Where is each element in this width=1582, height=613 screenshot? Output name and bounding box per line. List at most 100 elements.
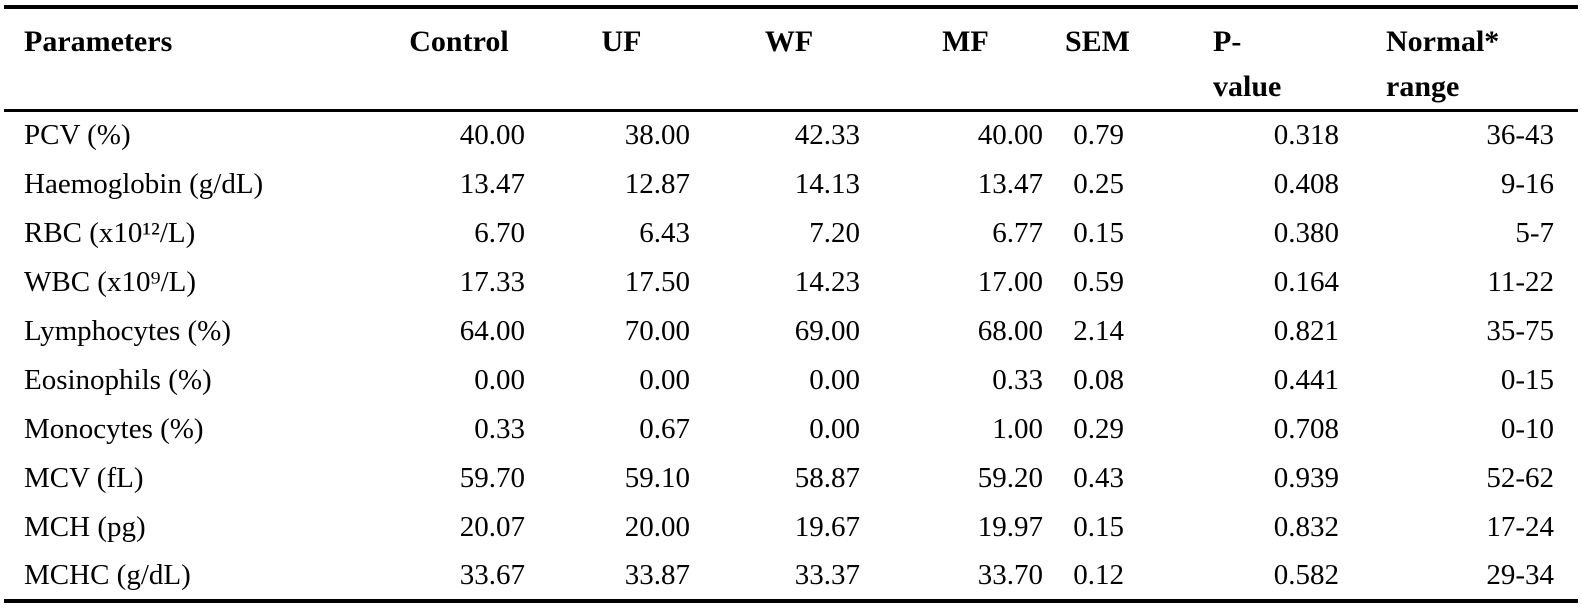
value-cell: 0.582 [1273,558,1339,591]
column-header-sem: SEM [1057,7,1138,112]
value-cell: 0.708 [1273,412,1339,445]
value-cell: 17.00 [977,265,1043,298]
value-cell: 14.23 [794,265,860,298]
table-row: Monocytes (%) 0.33 0.67 0.00 1.00 0.29 0… [4,405,1578,454]
param-cell: Lymphocytes (%) [24,314,231,347]
column-header-control: Control [379,7,539,112]
value-cell: 14.13 [794,167,860,200]
value-cell: 0.832 [1273,510,1339,543]
value-cell: 0.00 [639,363,690,396]
value-cell: 0.380 [1273,216,1339,249]
table-row: Eosinophils (%) 0.00 0.00 0.00 0.33 0.08… [4,356,1578,405]
column-header-mf: MF [874,7,1057,112]
param-cell: PCV (%) [24,119,131,152]
value-cell: 70.00 [624,314,690,347]
table-row: Lymphocytes (%) 64.00 70.00 69.00 68.00 … [4,307,1578,356]
value-cell: 6.70 [474,216,525,249]
value-cell: 11-22 [1487,265,1554,298]
value-cell: 36-43 [1486,119,1554,152]
value-cell: 35-75 [1486,314,1554,347]
value-cell: 17.50 [624,265,690,298]
param-cell: Monocytes (%) [24,412,204,445]
value-cell: 0.33 [992,363,1043,396]
value-cell: 5-7 [1515,216,1554,249]
value-cell: 33.67 [459,558,525,591]
value-cell: 0.08 [1073,363,1124,396]
value-cell: 0.67 [639,412,690,445]
value-cell: 0.318 [1273,119,1339,152]
value-cell: 40.00 [459,119,525,152]
value-cell: 0.12 [1073,558,1124,591]
param-cell: MCHC (g/dL) [24,558,191,591]
param-cell: Haemoglobin (g/dL) [24,167,264,200]
value-cell: 0.00 [809,412,860,445]
value-cell: 0-10 [1500,412,1554,445]
value-cell: 0.79 [1073,119,1124,152]
value-cell: 6.43 [639,216,690,249]
value-cell: 38.00 [624,119,690,152]
header-row: Parameters Control UF WF MF SEM P- value… [4,7,1578,112]
value-cell: 33.37 [794,558,860,591]
value-cell: 40.00 [977,119,1043,152]
value-cell: 9-16 [1500,167,1554,200]
column-header-wf: WF [704,7,874,112]
value-cell: 0.43 [1073,461,1124,494]
table-row: Haemoglobin (g/dL) 13.47 12.87 14.13 13.… [4,160,1578,209]
param-cell: MCH (pg) [24,510,146,543]
value-cell: 64.00 [459,314,525,347]
value-cell: 13.47 [977,167,1043,200]
value-cell: 17-24 [1486,510,1554,543]
table-body: PCV (%) 40.00 38.00 42.33 40.00 0.79 0.3… [4,111,1578,601]
value-cell: 0.408 [1273,167,1339,200]
value-cell: 2.14 [1073,314,1124,347]
value-cell: 20.07 [459,510,525,543]
value-cell: 0.59 [1073,265,1124,298]
value-cell: 33.70 [977,558,1043,591]
value-cell: 0.00 [809,363,860,396]
value-cell: 20.00 [624,510,690,543]
value-cell: 0.15 [1073,510,1124,543]
value-cell: 13.47 [459,167,525,200]
table-row: RBC (x10¹²/L) 6.70 6.43 7.20 6.77 0.15 0… [4,209,1578,258]
value-cell: 0.00 [474,363,525,396]
value-cell: 29-34 [1486,558,1554,591]
value-cell: 12.87 [624,167,690,200]
value-cell: 17.33 [459,265,525,298]
column-header-uf: UF [539,7,704,112]
value-cell: 0.15 [1073,216,1124,249]
value-cell: 1.00 [992,412,1043,445]
haematology-parameters-table: Parameters Control UF WF MF SEM P- value… [4,5,1578,603]
value-cell: 0.25 [1073,167,1124,200]
value-cell: 59.70 [459,461,525,494]
value-cell: 68.00 [977,314,1043,347]
value-cell: 7.20 [809,216,860,249]
param-cell: MCV (fL) [24,461,144,494]
value-cell: 69.00 [794,314,860,347]
table-row: MCH (pg) 20.07 20.00 19.67 19.97 0.15 0.… [4,503,1578,552]
value-cell: 0.164 [1273,265,1339,298]
param-cell: Eosinophils (%) [24,363,212,396]
column-header-parameters: Parameters [4,7,379,112]
value-cell: 52-62 [1486,461,1554,494]
value-cell: 58.87 [794,461,860,494]
value-cell: 19.97 [977,510,1043,543]
value-cell: 0-15 [1500,363,1554,396]
table-row: WBC (x10⁹/L) 17.33 17.50 14.23 17.00 0.5… [4,258,1578,307]
param-cell: RBC (x10¹²/L) [24,216,196,249]
value-cell: 0.33 [474,412,525,445]
param-cell: WBC (x10⁹/L) [24,265,197,298]
table-row: MCV (fL) 59.70 59.10 58.87 59.20 0.43 0.… [4,454,1578,503]
value-cell: 33.87 [624,558,690,591]
value-cell: 59.20 [977,461,1043,494]
value-cell: 0.29 [1073,412,1124,445]
value-cell: 19.67 [794,510,860,543]
value-cell: 0.939 [1273,461,1339,494]
value-cell: 59.10 [624,461,690,494]
column-header-normal-range: Normal* range [1353,7,1578,112]
table-header: Parameters Control UF WF MF SEM P- value… [4,7,1578,112]
value-cell: 0.821 [1273,314,1339,347]
value-cell: 0.441 [1273,363,1339,396]
value-cell: 42.33 [794,119,860,152]
column-header-p-value: P- value [1138,7,1353,112]
